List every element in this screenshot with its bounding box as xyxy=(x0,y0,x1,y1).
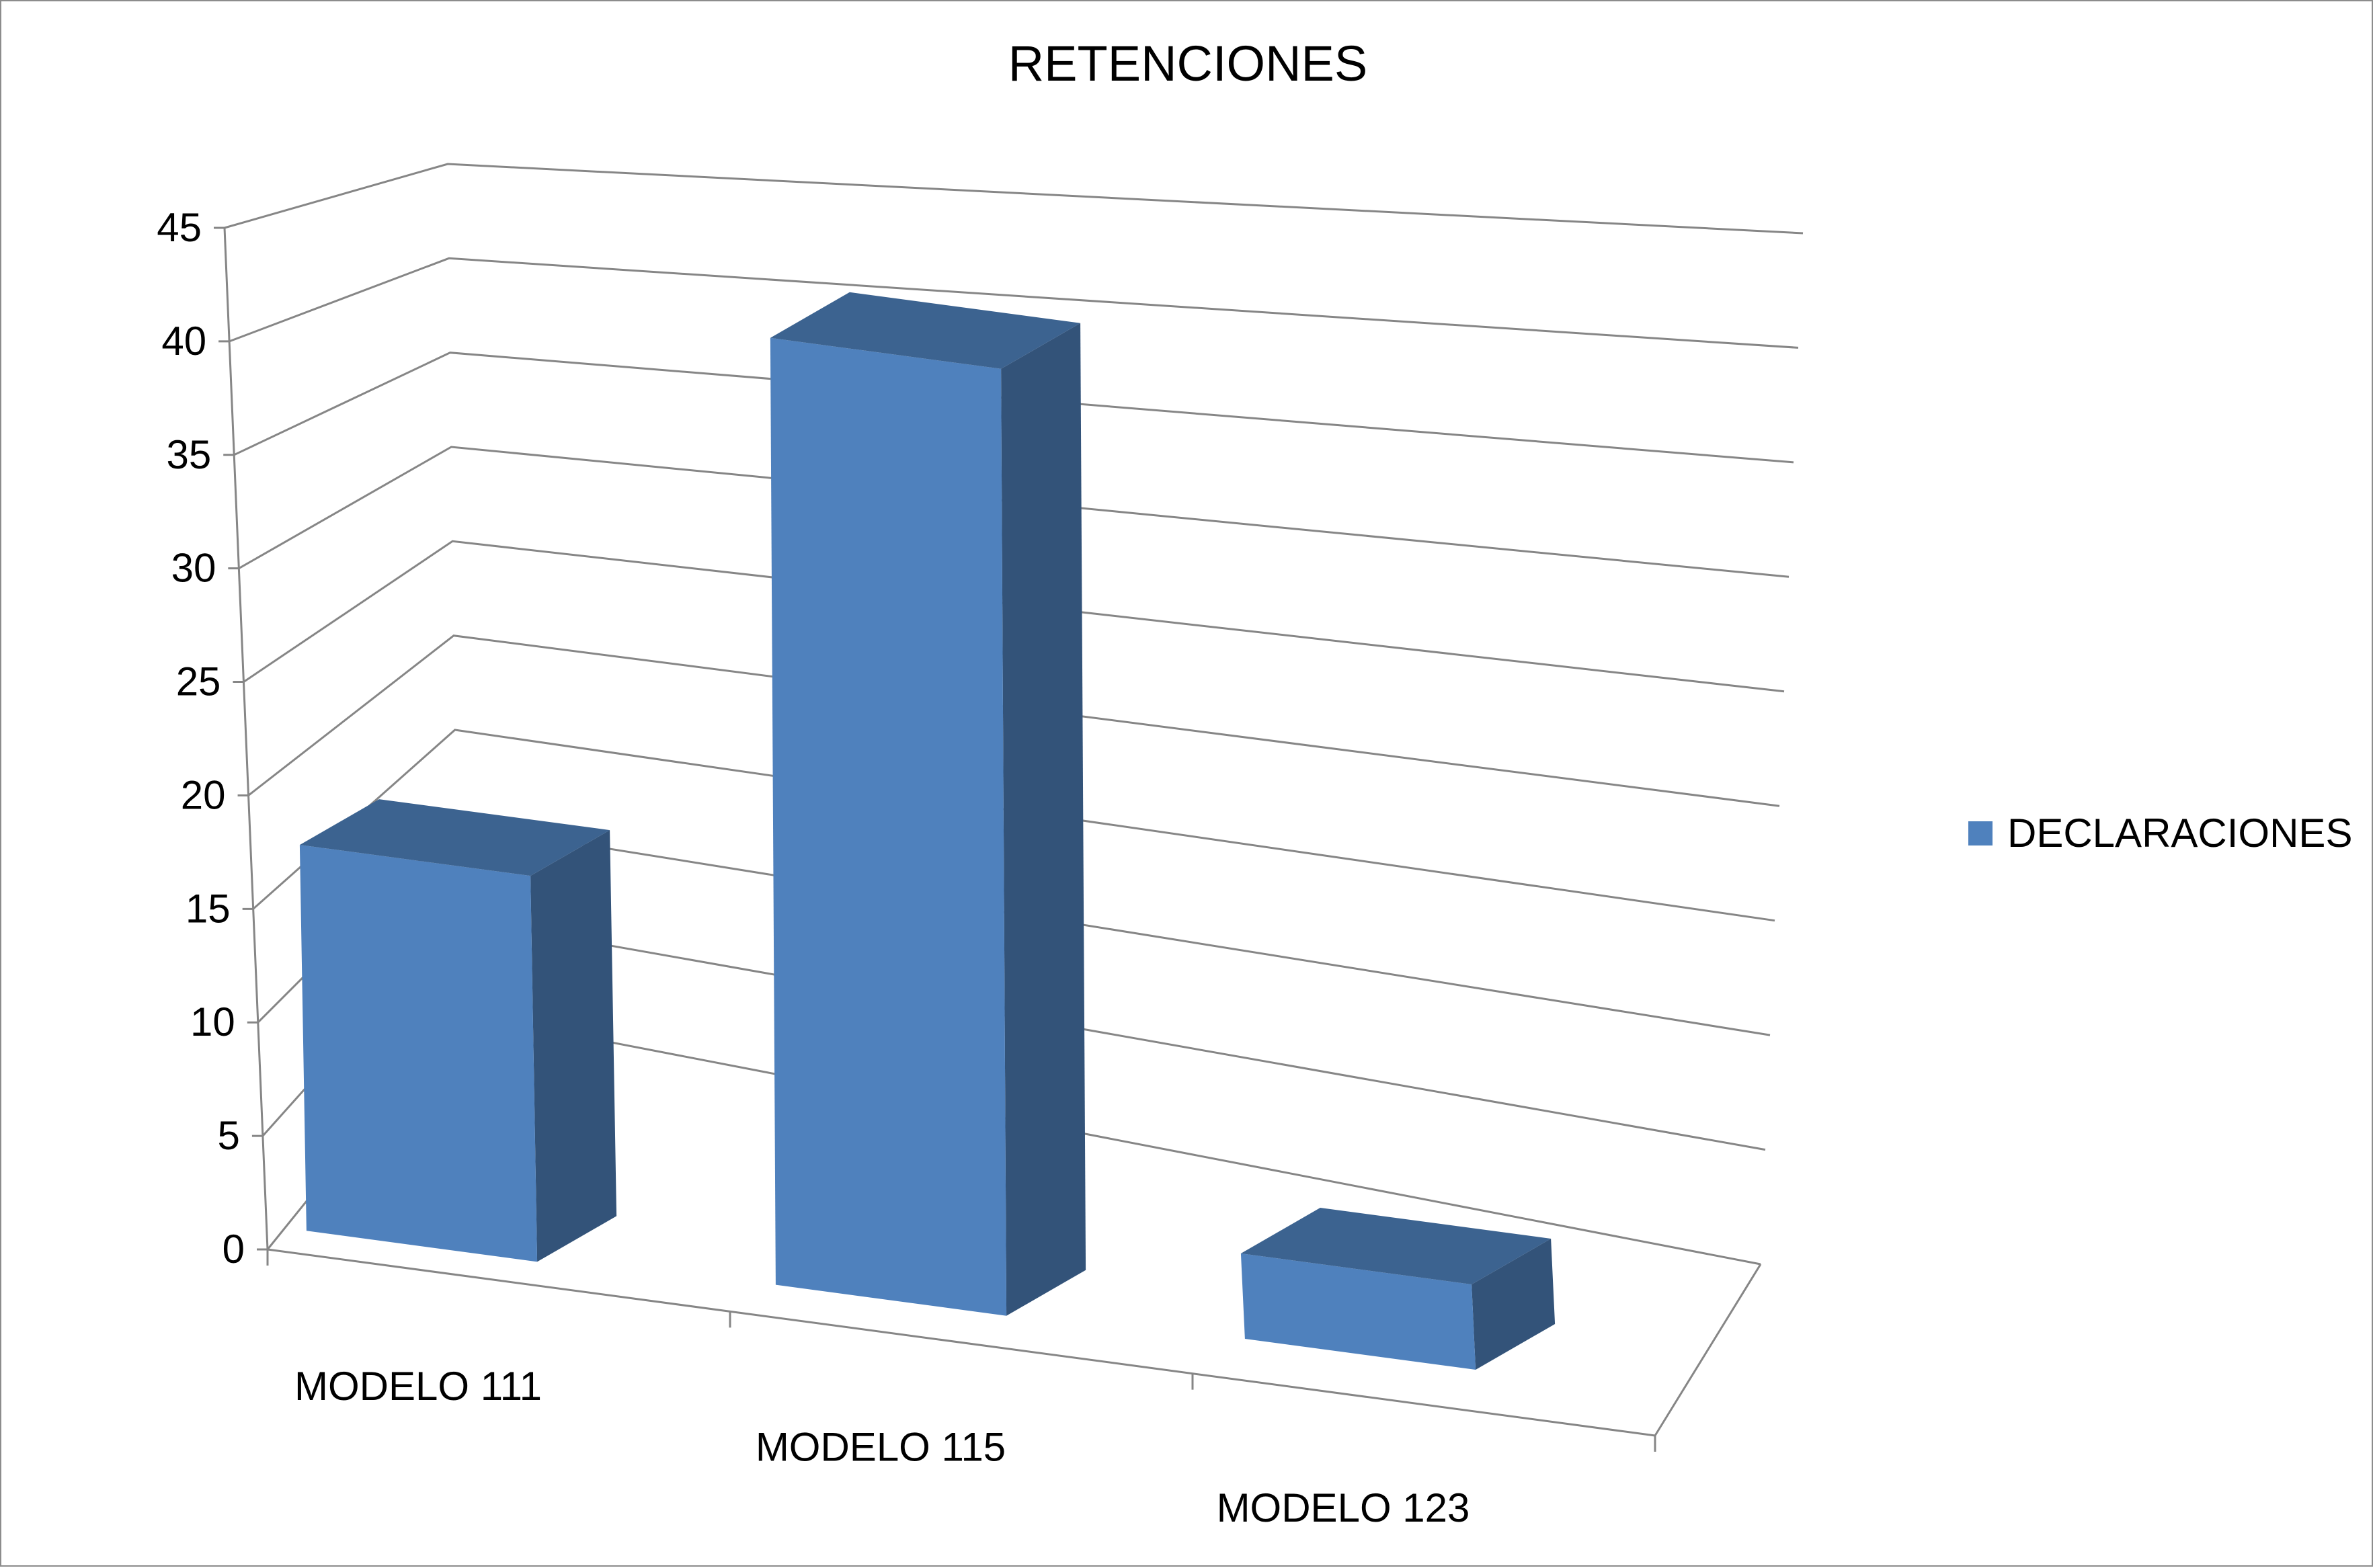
x-category-label: MODELO 111 xyxy=(294,1364,542,1409)
x-category-label: MODELO 115 xyxy=(756,1425,1006,1470)
x-axis-line xyxy=(267,1248,1656,1437)
y-tick-label: 0 xyxy=(223,1227,245,1272)
y-tick-label: 10 xyxy=(190,999,235,1044)
bar-side xyxy=(1001,323,1086,1316)
y-tick-label: 20 xyxy=(181,772,226,817)
bar-top xyxy=(770,292,1081,369)
y-tick-label: 35 xyxy=(166,432,211,477)
axes xyxy=(214,226,1762,1452)
legend-label: DECLARACIONES xyxy=(2007,811,2352,856)
y-tick-label: 15 xyxy=(186,886,231,931)
bar-top xyxy=(1240,1208,1552,1284)
legend-swatch xyxy=(1968,821,1993,845)
y-tick-label: 5 xyxy=(218,1113,240,1158)
bar-3 xyxy=(1240,1208,1556,1370)
bar-1 xyxy=(299,799,617,1262)
bars xyxy=(299,292,1556,1370)
bar-side xyxy=(530,830,617,1262)
bar-front xyxy=(299,845,538,1262)
x-category-labels: MODELO 111 MODELO 115 MODELO 123 xyxy=(294,1364,1470,1530)
bar-2 xyxy=(770,292,1086,1316)
gridline xyxy=(247,634,1780,807)
floor-right-edge xyxy=(1654,1264,1762,1436)
y-tick-labels: 0 5 10 15 20 25 30 35 40 45 xyxy=(157,205,245,1272)
bar-top xyxy=(299,799,610,876)
y-tick-label: 40 xyxy=(161,319,206,364)
gridline xyxy=(238,446,1789,578)
y-tick-label: 30 xyxy=(171,546,216,591)
gridline xyxy=(233,352,1794,464)
bar-side xyxy=(1472,1239,1556,1370)
y-axis-line xyxy=(223,227,269,1250)
gridline xyxy=(229,257,1799,349)
gridline xyxy=(243,540,1785,693)
x-category-label: MODELO 123 xyxy=(1217,1485,1470,1530)
chart-title: RETENCIONES xyxy=(1008,36,1368,91)
legend: DECLARACIONES xyxy=(1968,811,2352,856)
bar-front xyxy=(770,337,1007,1316)
y-tick-label: 25 xyxy=(176,659,221,704)
bar-front xyxy=(1240,1253,1476,1370)
gridline xyxy=(224,163,1804,235)
y-tick-label: 45 xyxy=(157,205,202,250)
